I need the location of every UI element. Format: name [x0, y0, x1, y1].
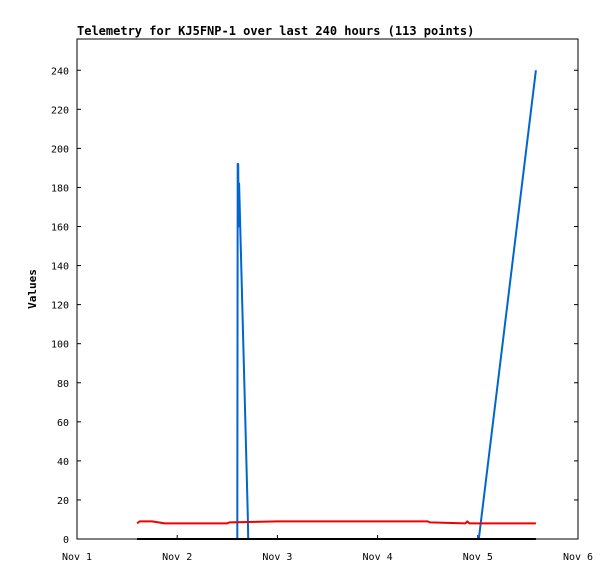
y-tick-label: 120 — [51, 301, 69, 312]
y-tick-label: 20 — [57, 496, 69, 507]
x-tick-label: Nov 6 — [563, 552, 593, 563]
y-tick-label: 0 — [63, 535, 69, 546]
series-layer — [136, 70, 537, 540]
y-tick-label: 40 — [57, 457, 69, 468]
x-tick-label: Nov 2 — [162, 552, 192, 563]
plot-frame — [76, 38, 579, 540]
y-tick-label: 240 — [51, 66, 69, 77]
y-tick-label: 180 — [51, 183, 69, 194]
x-tick-label: Nov 5 — [463, 552, 493, 563]
y-axis-label: Values — [26, 269, 39, 309]
x-tick-label: Nov 4 — [363, 552, 393, 563]
y-tick-label: 160 — [51, 223, 69, 234]
y-tick-label: 140 — [51, 262, 69, 273]
y-tick-label: 80 — [57, 379, 69, 390]
y-tick-label: 200 — [51, 144, 69, 155]
x-axis-ticks: Nov 1 Nov 2 Nov 3 Nov 4 Nov 5 Nov 6 — [62, 535, 593, 563]
y-tick-label: 100 — [51, 340, 69, 351]
series-line — [136, 520, 536, 525]
y-axis-ticks: 0 20 40 60 80 100 120 140 160 180 200 220 240 — [51, 66, 578, 546]
x-tick-label: Nov 1 — [62, 552, 92, 563]
y-tick-label: 220 — [51, 105, 69, 116]
x-tick-label: Nov 3 — [262, 552, 292, 563]
y-tick-label: 60 — [57, 418, 69, 429]
chart-title: Telemetry for KJ5FNP-1 over last 240 hou… — [77, 24, 474, 38]
